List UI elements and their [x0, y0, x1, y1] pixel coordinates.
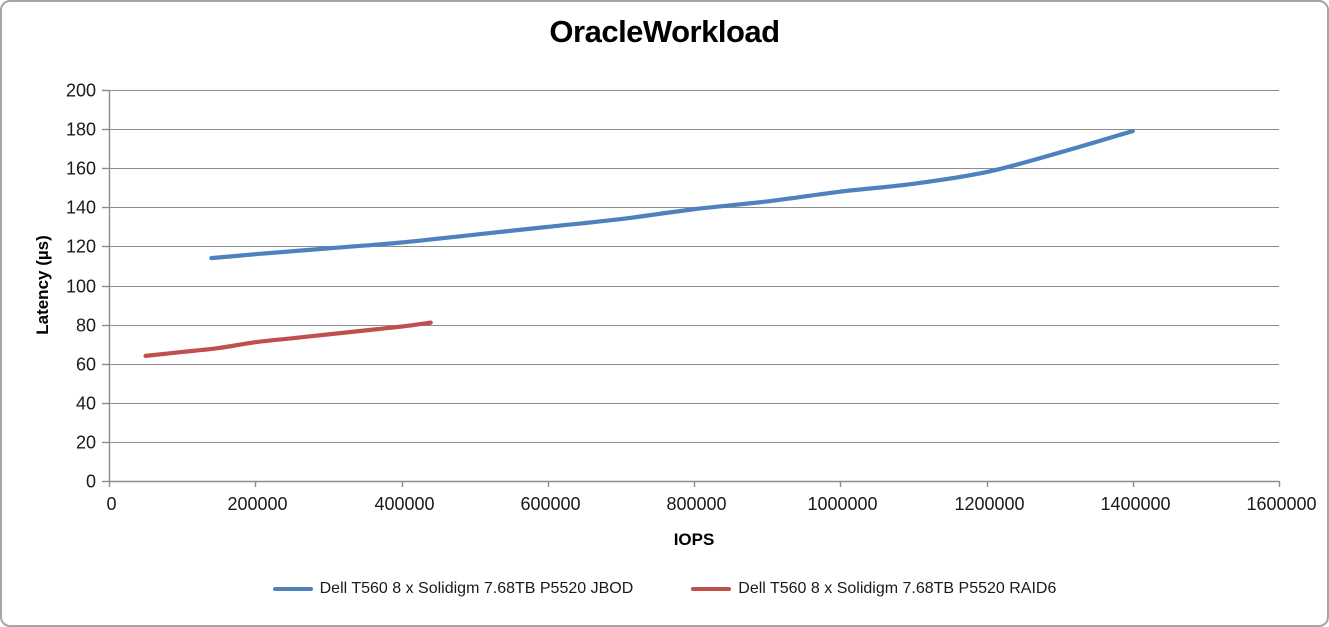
y-tick-label: 20 — [76, 433, 96, 453]
series-line-raid6 — [143, 320, 433, 358]
x-tick-label: 1000000 — [807, 494, 877, 514]
legend-item-jbod: Dell T560 8 x Solidigm 7.68TB P5520 JBOD — [272, 580, 634, 598]
x-tick-label: 400000 — [374, 494, 434, 514]
series-lines — [143, 128, 1135, 358]
series-line-jbod — [209, 128, 1135, 261]
x-tick-label: 600000 — [520, 494, 580, 514]
legend-label-jbod: Dell T560 8 x Solidigm 7.68TB P5520 JBOD — [319, 580, 634, 597]
x-tick-label: 200000 — [227, 494, 287, 514]
y-tick-label: 160 — [66, 159, 96, 179]
axes — [102, 89, 1281, 487]
chart-title: OracleWorkload — [549, 14, 780, 49]
legend-item-raid6: Dell T560 8 x Solidigm 7.68TB P5520 RAID… — [691, 580, 1056, 598]
gridlines — [109, 90, 1279, 443]
x-tick-label: 1400000 — [1100, 494, 1170, 514]
y-tick-label: 180 — [66, 120, 96, 140]
x-axis-title: IOPS — [673, 530, 715, 549]
y-tick-label: 40 — [76, 394, 96, 414]
x-tick-label: 800000 — [666, 494, 726, 514]
y-tick-label: 60 — [76, 355, 96, 375]
legend: Dell T560 8 x Solidigm 7.68TB P5520 JBOD… — [2, 580, 1327, 598]
legend-swatch-raid6 — [691, 586, 732, 592]
legend-swatch-jbod — [272, 586, 313, 592]
y-tick-label: 140 — [66, 198, 96, 218]
x-tick-label: 0 — [106, 494, 116, 514]
y-tick-label: 120 — [66, 237, 96, 257]
tick-labels: 0 20 40 60 80 100 120 140 160 180 200 0 200000 400000… — [66, 81, 1317, 515]
x-tick-label: 1600000 — [1246, 494, 1316, 514]
y-tick-label: 80 — [76, 316, 96, 336]
y-tick-label: 100 — [66, 277, 96, 297]
y-tick-label: 200 — [66, 81, 96, 101]
legend-label-raid6: Dell T560 8 x Solidigm 7.68TB P5520 RAID… — [738, 580, 1057, 597]
x-tick-label: 1200000 — [954, 494, 1024, 514]
y-tick-label: 0 — [86, 472, 96, 492]
